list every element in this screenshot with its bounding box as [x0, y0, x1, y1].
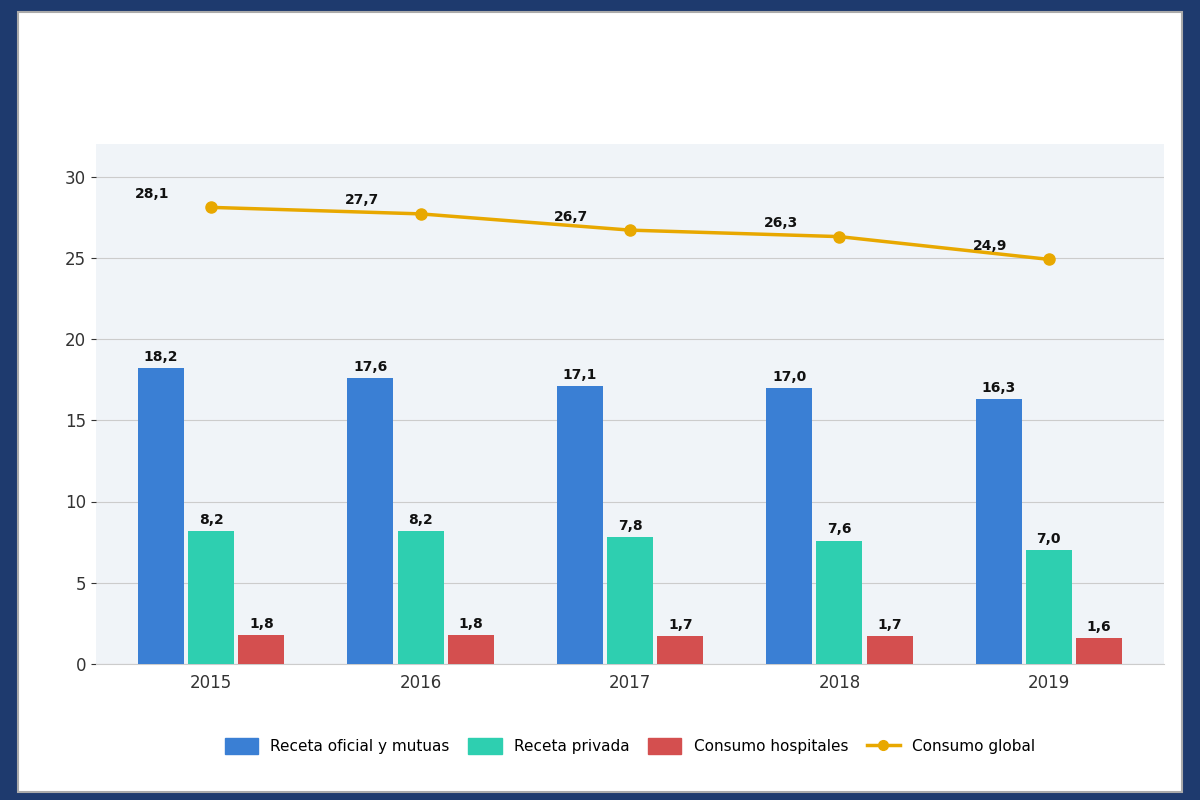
Text: 18,2: 18,2 [144, 350, 178, 364]
Legend: Receta oficial y mutuas, Receta privada, Consumo hospitales, Consumo global: Receta oficial y mutuas, Receta privada,… [218, 732, 1042, 760]
Text: 1,8: 1,8 [250, 617, 274, 630]
Text: 1,8: 1,8 [458, 617, 484, 630]
Text: 24,9: 24,9 [973, 239, 1007, 253]
Bar [1026, 550, 1072, 664]
Bar [397, 530, 444, 664]
Bar [866, 636, 913, 664]
Text: 1,6: 1,6 [1087, 620, 1111, 634]
Bar [816, 541, 863, 664]
Bar [347, 378, 394, 664]
Bar [138, 368, 184, 664]
Bar [766, 388, 812, 664]
Text: 26,7: 26,7 [554, 210, 588, 224]
Bar [976, 399, 1021, 664]
Bar [607, 538, 653, 664]
Bar [557, 386, 602, 664]
Text: 1,7: 1,7 [877, 618, 902, 632]
Bar [448, 634, 494, 664]
Text: 26,3: 26,3 [763, 216, 798, 230]
Text: 17,6: 17,6 [353, 360, 388, 374]
Text: 17,0: 17,0 [772, 370, 806, 384]
Text: 7,8: 7,8 [618, 519, 642, 533]
Bar [1076, 638, 1122, 664]
Text: 27,7: 27,7 [344, 194, 379, 207]
Text: 7,0: 7,0 [1037, 532, 1061, 546]
Bar [239, 634, 284, 664]
Text: 28,1: 28,1 [136, 187, 169, 201]
Text: 8,2: 8,2 [408, 513, 433, 526]
Text: 1,7: 1,7 [668, 618, 692, 632]
Text: 7,6: 7,6 [827, 522, 852, 537]
Text: 16,3: 16,3 [982, 381, 1015, 395]
Text: 17,1: 17,1 [563, 368, 596, 382]
Bar [658, 636, 703, 664]
Text: Consumo de antibióticos en salud humana 2015-2019 (DHD): Consumo de antibióticos en salud humana … [47, 46, 1082, 74]
Bar [188, 530, 234, 664]
Text: 8,2: 8,2 [199, 513, 223, 526]
